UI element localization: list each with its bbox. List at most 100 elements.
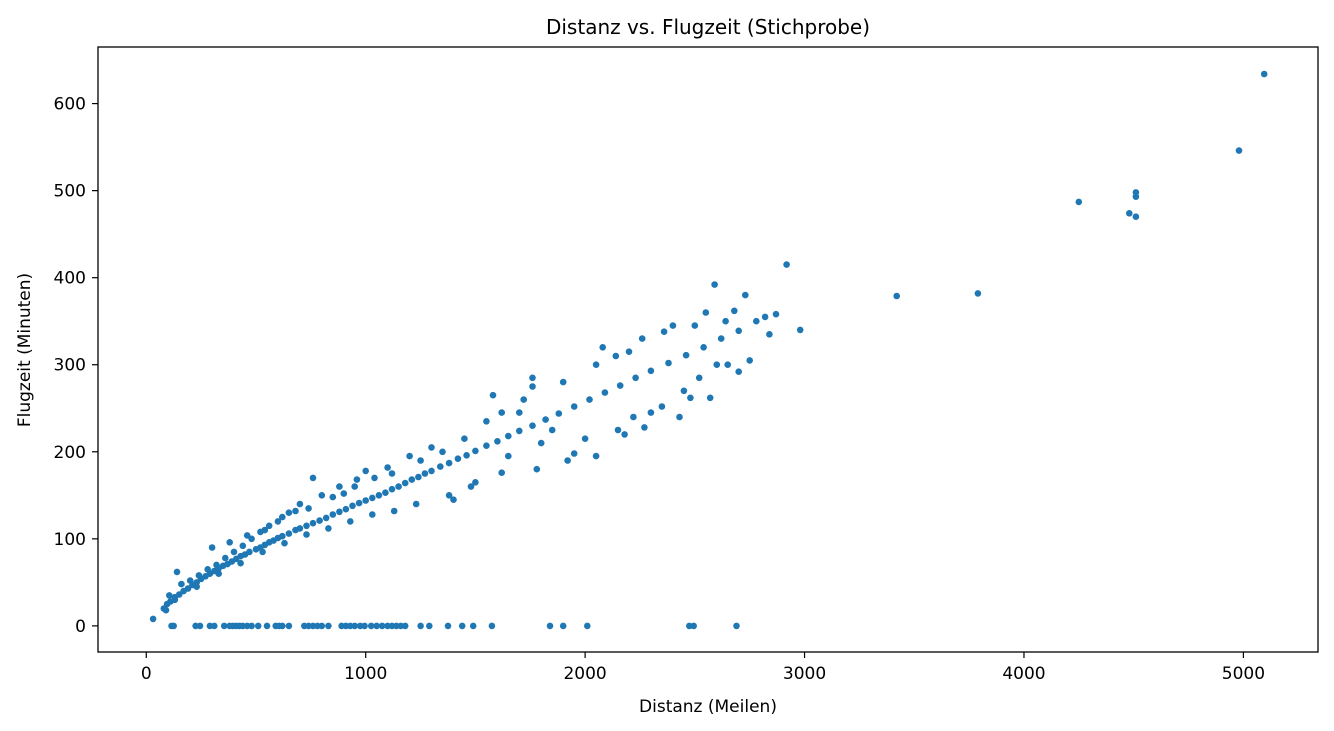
data-point — [439, 448, 446, 456]
data-point — [570, 403, 578, 410]
data-point — [454, 455, 462, 463]
data-point — [322, 514, 330, 522]
data-point — [222, 554, 229, 562]
data-point — [325, 525, 332, 532]
data-point — [303, 522, 310, 530]
data-point — [516, 427, 523, 435]
data-point — [417, 457, 424, 464]
data-point — [494, 438, 501, 445]
data-point — [1260, 70, 1268, 78]
data-point — [641, 424, 648, 431]
data-point — [630, 413, 637, 421]
data-point — [254, 622, 262, 630]
data-point — [445, 459, 453, 467]
data-point — [173, 568, 181, 576]
x-axis-ticks: 0 1000 2000 3000 4000 5000 — [141, 652, 1265, 684]
y-tick-label: 600 — [54, 95, 86, 115]
data-point — [537, 439, 545, 447]
data-point — [616, 382, 624, 389]
x-tick-label: 2000 — [563, 664, 606, 684]
data-point — [1132, 213, 1140, 220]
data-point — [722, 317, 729, 325]
data-point — [259, 548, 266, 556]
data-point — [279, 622, 286, 630]
data-point — [592, 361, 600, 369]
data-point — [1075, 198, 1083, 206]
data-point — [285, 509, 293, 516]
data-point — [483, 418, 490, 425]
data-point — [676, 413, 683, 421]
data-point — [746, 357, 753, 364]
data-point — [178, 580, 185, 588]
data-point — [702, 309, 710, 316]
data-point — [369, 494, 376, 502]
data-point — [463, 452, 470, 459]
data-point — [450, 496, 457, 504]
data-point — [340, 490, 348, 497]
data-point — [467, 483, 475, 490]
data-point — [1126, 210, 1133, 217]
y-tick-label: 100 — [54, 530, 86, 550]
data-point — [647, 367, 655, 375]
data-point — [305, 505, 312, 512]
data-point — [388, 470, 396, 477]
data-point — [162, 606, 170, 614]
data-point — [445, 492, 453, 499]
data-point — [599, 344, 606, 351]
data-point — [735, 368, 742, 376]
data-point — [489, 391, 497, 399]
data-point — [318, 492, 326, 499]
data-point — [347, 518, 354, 525]
data-point — [303, 531, 310, 538]
data-point — [700, 344, 707, 351]
data-point — [351, 622, 359, 630]
y-axis-title: Flugzeit (Minuten) — [15, 273, 35, 427]
data-point — [211, 622, 218, 630]
data-point — [171, 596, 179, 604]
data-point — [1132, 189, 1140, 196]
data-point — [382, 489, 389, 497]
data-point — [735, 327, 742, 335]
chart-title: Distanz vs. Flugzeit (Stichprobe) — [546, 15, 870, 39]
data-point — [213, 561, 220, 569]
data-point — [660, 328, 668, 336]
data-point — [261, 526, 269, 534]
data-point — [353, 476, 361, 483]
data-point — [316, 517, 323, 524]
data-point — [437, 463, 444, 470]
data-point — [184, 585, 192, 592]
data-point — [412, 500, 420, 508]
data-point — [581, 435, 589, 443]
data-point — [285, 622, 293, 630]
data-point — [632, 374, 639, 382]
data-point — [658, 403, 666, 410]
data-point — [408, 476, 416, 483]
data-point — [458, 622, 466, 630]
data-point — [733, 622, 740, 630]
data-point — [711, 281, 718, 288]
data-point — [529, 383, 536, 390]
data-point — [285, 530, 293, 537]
data-point — [533, 465, 541, 473]
data-point — [371, 474, 378, 482]
points-layer — [149, 70, 1268, 630]
data-point — [349, 502, 356, 510]
data-point — [362, 497, 370, 504]
data-point — [665, 359, 672, 367]
data-point — [329, 511, 337, 518]
data-point — [428, 467, 435, 475]
data-point — [612, 352, 620, 360]
data-point — [472, 447, 479, 455]
data-point — [355, 499, 363, 507]
data-point — [570, 450, 578, 457]
data-point — [426, 622, 433, 630]
data-point — [796, 326, 804, 334]
data-point — [395, 483, 402, 490]
data-point — [559, 378, 567, 386]
data-point — [529, 422, 536, 430]
data-point — [378, 622, 386, 630]
data-point — [279, 513, 286, 521]
data-point — [279, 532, 286, 540]
data-point — [625, 348, 633, 356]
data-point — [893, 292, 900, 300]
